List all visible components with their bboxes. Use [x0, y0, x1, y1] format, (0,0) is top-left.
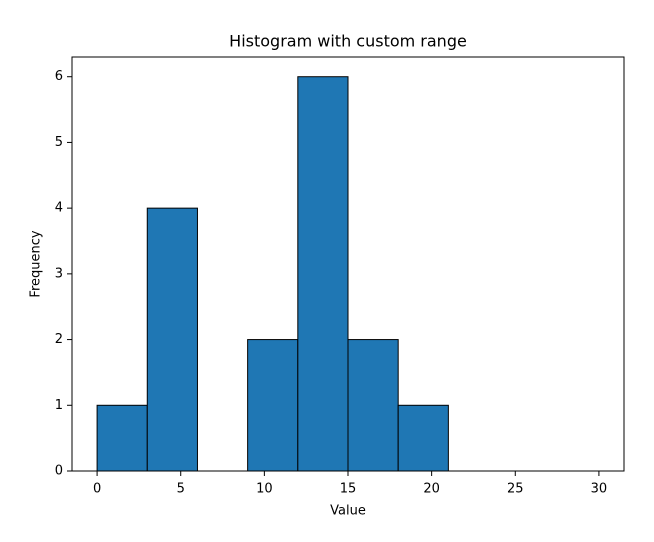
- bar: [146, 207, 198, 472]
- bar: [297, 76, 349, 472]
- y-tick-label: 0: [55, 464, 63, 479]
- y-tick-label: 2: [55, 332, 63, 347]
- x-tick-label: 0: [93, 482, 101, 497]
- bar: [347, 339, 399, 472]
- y-tick-label: 6: [55, 69, 63, 84]
- bar: [247, 339, 299, 472]
- x-tick-label: 10: [256, 482, 273, 497]
- chart-title: Histogram with custom range: [229, 32, 467, 51]
- x-tick-label: 30: [591, 482, 608, 497]
- bar: [397, 404, 449, 472]
- y-tick-label: 3: [55, 266, 63, 281]
- y-axis-label: Frequency: [29, 230, 44, 297]
- x-axis-label: Value: [330, 504, 366, 519]
- x-tick-label: 25: [507, 482, 524, 497]
- x-tick-label: 5: [177, 482, 185, 497]
- y-tick-label: 4: [55, 201, 63, 216]
- bar: [96, 404, 148, 472]
- y-tick-label: 5: [55, 135, 63, 150]
- y-tick-label: 1: [55, 398, 63, 413]
- x-tick-label: 15: [340, 482, 357, 497]
- x-tick-label: 20: [423, 482, 440, 497]
